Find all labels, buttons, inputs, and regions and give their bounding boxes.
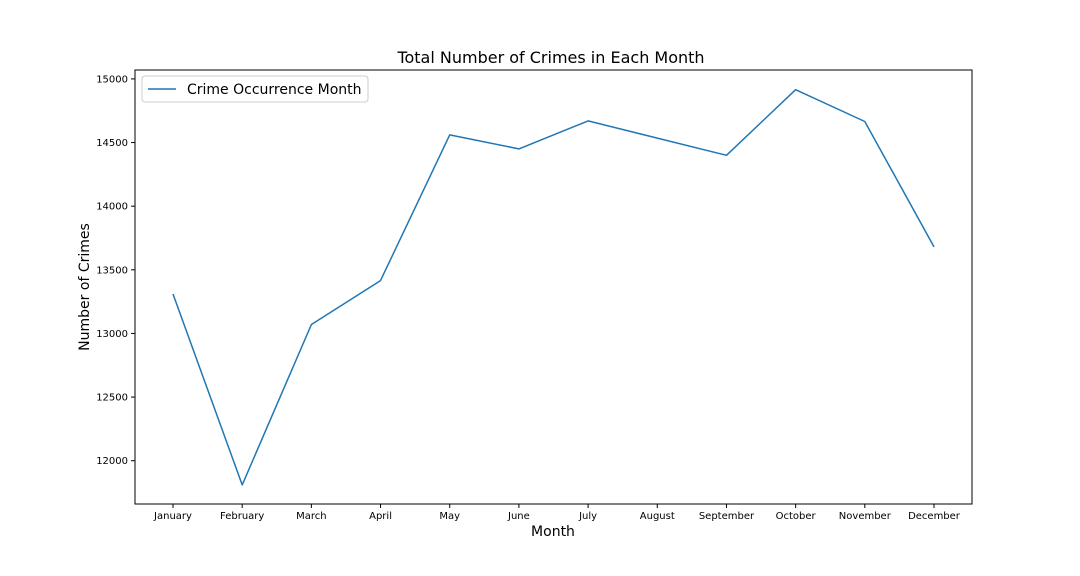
x-tick-label: June	[507, 511, 530, 522]
x-tick-label: April	[369, 511, 392, 522]
y-tick-label: 14500	[96, 138, 128, 149]
x-tick-label: January	[153, 511, 192, 522]
x-axis-label: Month	[531, 524, 575, 540]
x-tick-label: February	[220, 511, 264, 522]
y-tick-label: 14000	[96, 202, 128, 213]
legend-label: Crime Occurrence Month	[187, 82, 362, 98]
legend: Crime Occurrence Month	[141, 75, 369, 103]
x-tick-label: July	[578, 511, 597, 522]
y-tick-label: 13500	[96, 265, 128, 276]
x-tick-label: November	[839, 511, 892, 522]
x-tick-label: August	[640, 511, 675, 522]
x-tick-label: September	[699, 511, 755, 522]
x-tick-label: May	[439, 511, 460, 522]
series-line	[172, 88, 935, 486]
legend-box	[141, 75, 369, 103]
chart-title: Total Number of Crimes in Each Month	[396, 48, 704, 67]
y-tick-label: 13000	[96, 329, 128, 340]
y-tick-label: 15000	[96, 74, 128, 85]
x-tick-label: October	[776, 511, 817, 522]
x-tick-label: December	[908, 511, 961, 522]
plot-frame	[134, 69, 973, 505]
y-axis-label: Number of Crimes	[77, 223, 93, 351]
x-tick-label: March	[296, 511, 326, 522]
y-tick-label: 12500	[96, 393, 128, 404]
y-tick-label: 12000	[96, 456, 128, 467]
plot-area: 12000 12500 13000 13500 14000 14500 15000 Janua…	[96, 69, 973, 522]
